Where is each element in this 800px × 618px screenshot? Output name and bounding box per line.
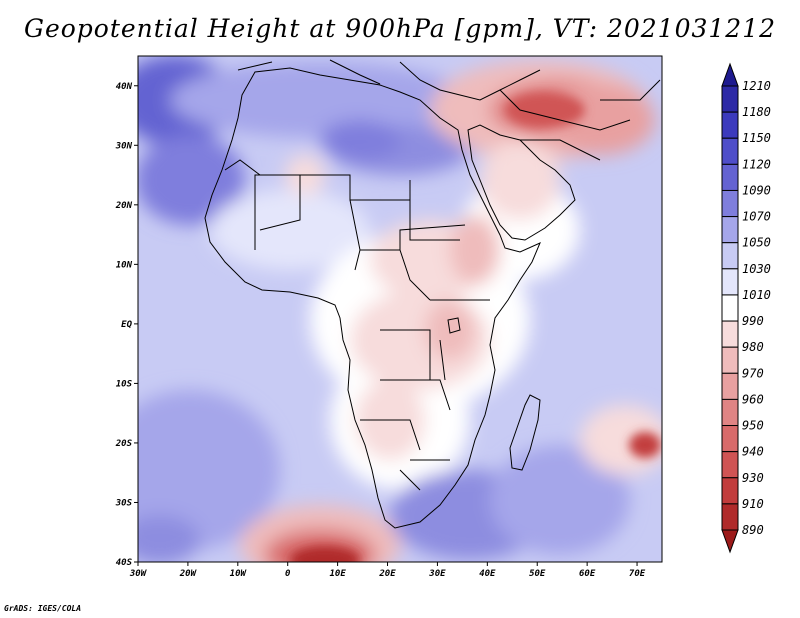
colorbar-label: 940 [742,445,764,459]
x-tick-label: 20E [378,569,396,579]
x-tick-label: 70E [629,569,646,579]
colorbar-box [721,111,739,139]
y-tick-label: 20N [115,201,133,211]
y-tick-label: 40S [116,558,133,568]
colorbar-box [721,137,739,165]
colorbar-box [721,268,739,296]
x-tick-label: 10E [329,569,346,579]
y-tick-label: 20S [115,439,133,449]
colorbar-label: 1050 [742,236,771,250]
colorbar-label: 960 [742,392,764,406]
colorbar-box [721,451,739,479]
colorbar-box [721,242,739,270]
y-tick-label: 10N [116,260,133,270]
colorbar-box [721,189,739,218]
colorbar-label: 990 [742,314,764,328]
field-blob [138,390,280,550]
field-blob [138,135,245,225]
colorbar-box [721,294,739,322]
x-tick-label: 30E [428,569,446,579]
colorbar-box [721,477,739,505]
field-blob [290,546,360,562]
colorbar-label: 1070 [742,210,771,224]
colorbar-label: 1150 [742,131,771,145]
colorbar-top-triangle [721,62,739,87]
field-blobs [138,56,662,562]
plot-frame [137,55,663,563]
x-tick-label: 50E [529,569,546,579]
height-field [138,56,662,562]
x-tick-label: 40E [479,569,496,579]
arabia-coast [467,124,576,241]
colorbar-label: 970 [742,366,764,380]
x-tick-label: 60E [579,569,596,579]
country-borders [224,159,490,491]
lake-victoria [447,317,461,334]
colorbar-label: 1010 [742,288,771,302]
colorbar: 1210 1180 1150 1120 1090 1070 1050 1030 1010 990 9… [721,62,771,554]
field-blob [210,190,370,270]
colorbar-bottom-triangle [721,529,739,554]
europe-coast [237,59,541,101]
coastlines [204,59,661,529]
map-title: Geopotential Height at 900hPa [gpm], VT:… [23,14,777,43]
field-blob [138,515,200,562]
colorbar-box [721,425,739,453]
colorbar-label: 910 [742,497,764,511]
colorbar-label: 1030 [742,262,771,276]
colorbar-box [721,216,739,244]
colorbar-box [721,320,739,348]
field-blob [450,215,500,285]
field-blob [170,62,470,138]
africa-coast [204,67,541,529]
x-tick-label: 10W [230,569,248,579]
y-tick-label: 30S [115,498,133,508]
colorbar-label: 1090 [742,183,771,197]
field-blob [505,92,585,128]
middle-east-borders [499,79,661,161]
colorbar-label: 890 [742,523,764,537]
colorbar-label: 1120 [742,157,771,171]
x-axis: 30W 20W 10W 0 10E 20E 30E 40E 50E 60E 70E [129,562,646,579]
colorbar-label: 930 [742,471,764,485]
y-tick-label: EQ [121,320,132,330]
colorbar-box [721,503,739,531]
field-cores [290,92,661,562]
colorbar-box [721,85,739,113]
colorbar-label: 1180 [742,105,771,119]
colorbar-label: 950 [742,419,764,433]
field-blob [629,432,661,458]
field-blob [490,445,630,555]
x-tick-label: 20W [179,569,198,579]
colorbar-box [721,398,739,427]
y-tick-label: 40N [116,82,133,92]
y-tick-label: 10S [116,379,133,389]
y-tick-label: 30N [115,141,133,151]
x-tick-label: 30W [129,569,148,579]
credit-text: GrADS: IGES/COLA [4,604,82,613]
colorbar-label: 1210 [742,79,771,93]
colorbar-box [721,163,739,191]
field-blob [320,120,400,160]
colorbar-box [721,346,739,374]
x-tick-label: 0 [285,569,291,579]
y-axis: 40N 30N 20N 10N EQ 10S 20S 30S 40S [115,82,138,568]
madagascar-coast [509,394,541,471]
colorbar-label: 980 [742,340,764,354]
colorbar-box [721,372,739,400]
lake-tanganyika [439,339,446,381]
